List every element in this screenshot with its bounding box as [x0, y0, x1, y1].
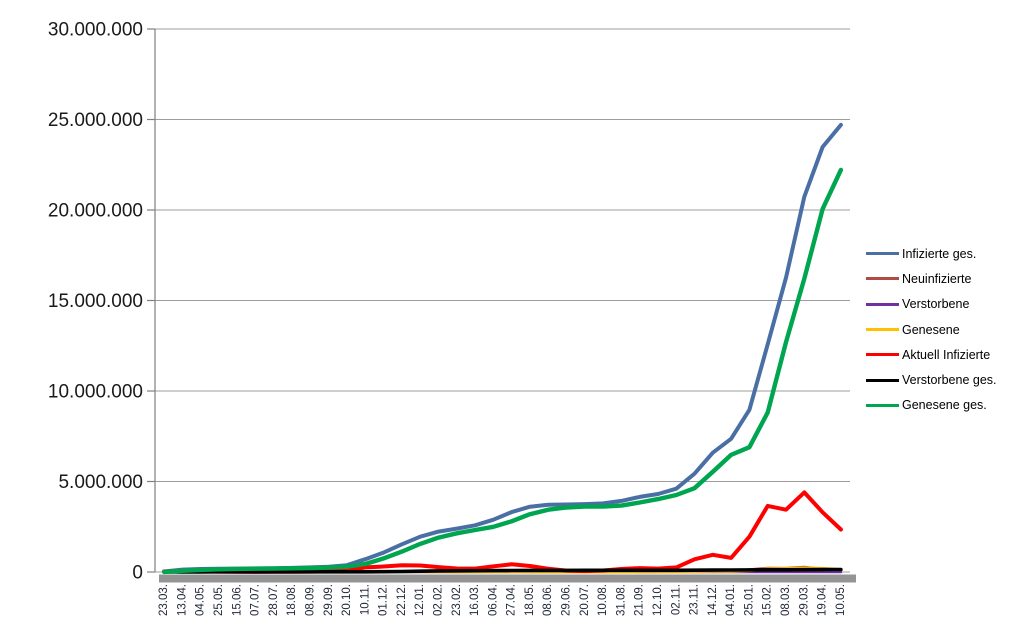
x-axis-label: 19.04.	[817, 584, 829, 616]
legend-item: Neuinfizierte	[866, 266, 1014, 291]
legend-line-sample	[866, 353, 899, 357]
x-axis-label: 29.03.	[798, 584, 810, 616]
y-axis-label: 30.000.000	[48, 20, 143, 41]
legend-line-sample	[866, 252, 899, 256]
y-axis-label: 20.000.000	[48, 201, 143, 222]
x-axis-label: 04.05.	[195, 584, 207, 616]
y-axis-label: 10.000.000	[48, 382, 143, 403]
x-axis-label: 12.10.	[652, 584, 664, 616]
x-axis-label: 08.09.	[305, 584, 317, 616]
series-line-aktuell-infizierte	[162, 490, 843, 574]
x-axis-label: 25.05.	[213, 584, 225, 616]
axis-shadow	[159, 574, 856, 583]
legend-label: Neuinfizierte	[902, 271, 972, 286]
x-axis-label: 31.08.	[615, 584, 627, 616]
series-line-infizierte-ges	[162, 122, 843, 574]
series-line-verstorbene-ges	[162, 567, 843, 574]
x-axis-label: 20.07.	[579, 584, 591, 616]
x-axis-label: 10.11.	[359, 584, 371, 615]
legend-item: Genesene ges.	[866, 393, 1014, 418]
x-axis-label: 08.06.	[542, 584, 554, 616]
x-axis-label: 29.06.	[561, 584, 573, 616]
x-axis-label: 21.09.	[634, 584, 646, 616]
x-axis-label: 16.03.	[469, 584, 481, 616]
x-axis-label: 27.04.	[506, 584, 518, 616]
x-axis-label: 18.08.	[286, 584, 298, 616]
chart-legend: Infizierte ges. Neuinfizierte Verstorbene G…	[866, 241, 1014, 418]
x-axis-label: 18.05.	[524, 584, 536, 616]
x-axis-label: 10.08.	[597, 584, 609, 616]
legend-item: Infizierte ges.	[866, 241, 1014, 266]
legend-label: Infizierte ges.	[902, 246, 977, 261]
x-axis-label: 23.11.	[689, 584, 701, 615]
legend-line-sample	[866, 403, 899, 407]
x-axis-label: 14.12.	[707, 584, 719, 616]
x-axis-label: 04.01.	[725, 584, 737, 616]
legend-label: Genesene ges.	[902, 398, 987, 413]
x-axis-label: 08.03.	[780, 584, 792, 616]
x-axis-label: 10.05.	[835, 584, 847, 616]
x-axis-label: 23.02.	[451, 584, 463, 616]
y-axis-label: 15.000.000	[48, 291, 143, 312]
legend-line-sample	[866, 378, 899, 382]
legend-line-sample	[866, 302, 899, 306]
x-axis-label: 20.10.	[341, 584, 353, 616]
y-axis-label: 5.000.000	[58, 472, 143, 493]
series-line-genesene-ges	[161, 167, 844, 575]
y-axis-label: 0	[132, 563, 143, 584]
legend-item: Aktuell Infizierte	[866, 342, 1014, 367]
legend-item: Verstorbene	[866, 292, 1014, 317]
x-axis-label: 02.11.	[670, 584, 682, 615]
legend-label: Verstorbene	[902, 297, 970, 312]
legend-line-sample	[866, 277, 899, 281]
x-axis-label: 29.09.	[323, 584, 335, 616]
x-axis-label: 06.04.	[487, 584, 499, 616]
x-axis-label: 28.07.	[268, 584, 280, 616]
x-axis-label: 15.02.	[762, 584, 774, 616]
x-axis-label: 12.01.	[414, 584, 426, 616]
legend-label: Genesene	[902, 322, 960, 337]
legend-item: Genesene	[866, 317, 1014, 342]
x-axis-label: 23.03.	[158, 584, 170, 616]
x-axis-label: 01.12.	[378, 584, 390, 616]
x-axis-label: 22.12.	[396, 584, 408, 616]
legend-label: Verstorbene ges.	[902, 373, 997, 388]
x-axis-label: 02.02.	[433, 584, 445, 616]
y-axis-label: 25.000.000	[48, 110, 143, 131]
x-axis-label: 25.01.	[743, 584, 755, 616]
x-axis-label: 07.07.	[250, 584, 262, 616]
x-axis-label: 13.04.	[176, 584, 188, 616]
x-axis-label: 15.06.	[231, 584, 243, 616]
legend-label: Aktuell Infizierte	[902, 347, 991, 362]
legend-item: Verstorbene ges.	[866, 367, 1014, 392]
legend-line-sample	[866, 328, 899, 332]
